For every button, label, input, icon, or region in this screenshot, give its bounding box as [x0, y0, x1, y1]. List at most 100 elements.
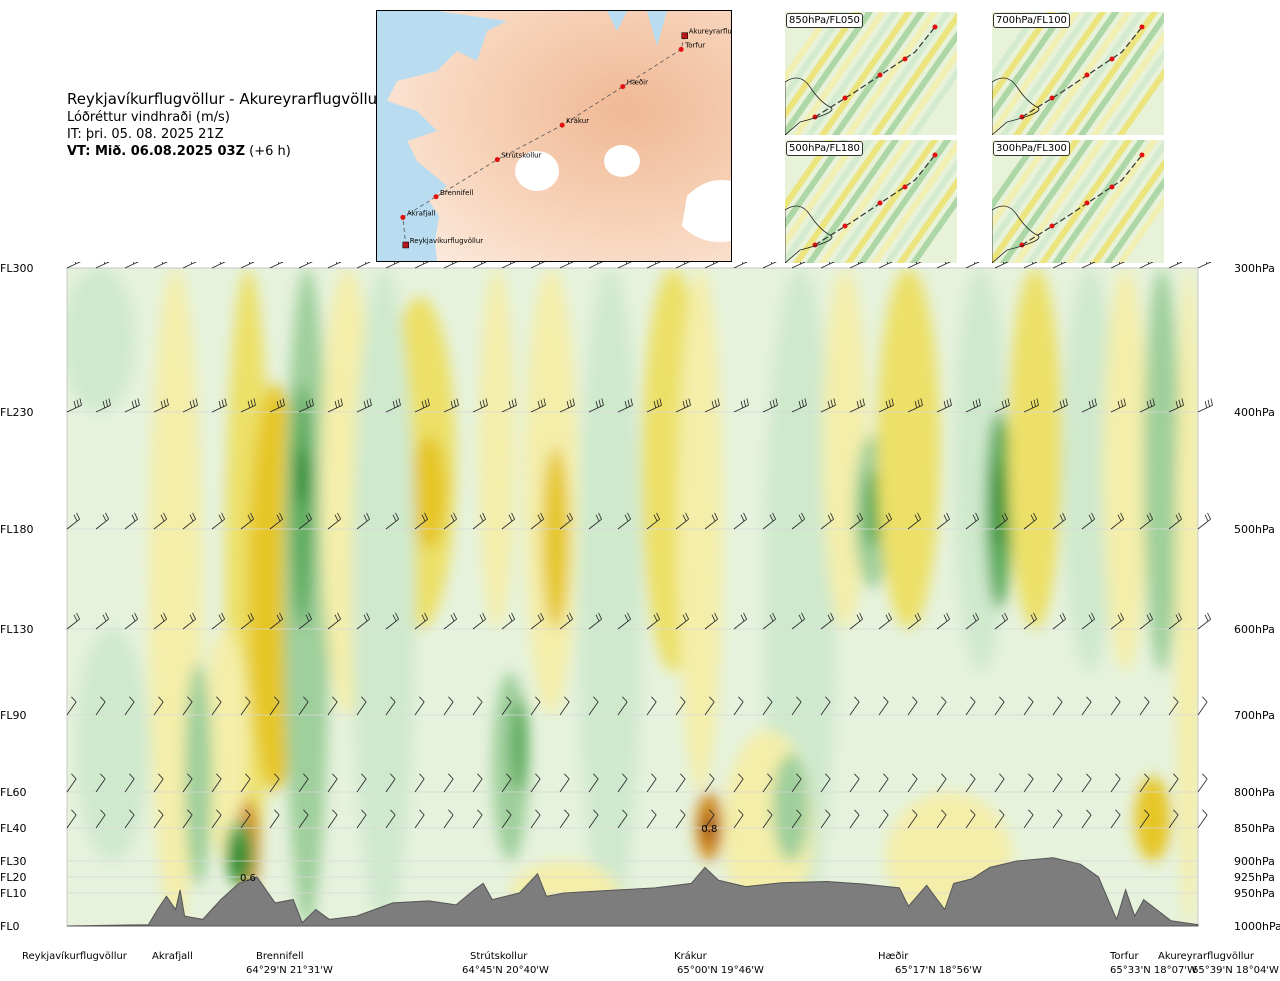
- wind-barb: [501, 512, 515, 530]
- wind-barb: [530, 512, 544, 530]
- thumb-waypoint: [902, 56, 908, 62]
- wind-barb: [733, 773, 744, 793]
- wind-barb: [936, 512, 950, 530]
- wind-barb: [240, 696, 251, 716]
- level-map-500-svg: [785, 140, 957, 263]
- wind-barb: [95, 773, 106, 793]
- wind-barb: [762, 773, 773, 793]
- wind-barb: [588, 262, 603, 269]
- wind-barb: [1110, 512, 1124, 530]
- wind-barb: [95, 612, 109, 630]
- wind-barb: [965, 809, 976, 829]
- field-blob: [876, 268, 941, 629]
- wind-barb: [1197, 262, 1212, 269]
- thumb-route: [814, 26, 936, 118]
- wind-barb: [153, 612, 167, 630]
- wind-barb: [733, 398, 749, 413]
- wind-barb: [1052, 512, 1066, 530]
- wind-barb: [211, 262, 226, 269]
- wind-barb: [617, 612, 631, 630]
- wind-barb: [704, 809, 715, 829]
- wind-barb: [1168, 398, 1184, 413]
- airport-marker: [402, 241, 409, 249]
- wind-barb: [414, 512, 428, 530]
- thumb-waypoint: [877, 72, 883, 78]
- wind-barb: [95, 398, 111, 413]
- wind-barb: [443, 612, 457, 630]
- wind-barb: [907, 398, 923, 413]
- wind-barb: [733, 262, 748, 269]
- wind-barb: [1168, 262, 1183, 269]
- wind-barb: [849, 262, 864, 269]
- wind-barb: [559, 696, 570, 716]
- thumb-waypoint: [1109, 56, 1115, 62]
- wind-barb: [66, 809, 77, 829]
- wind-barb: [907, 696, 918, 716]
- wind-barb: [530, 612, 544, 630]
- level-map-label: 700hPa/FL100: [993, 13, 1070, 28]
- location-coord: 65°00'N 19°46'W: [677, 965, 764, 976]
- wind-barb: [675, 809, 686, 829]
- wind-barb: [530, 696, 541, 716]
- wind-barb: [1197, 512, 1211, 530]
- wind-barb: [414, 262, 429, 269]
- wind-barb: [327, 773, 338, 793]
- wind-barb: [704, 262, 719, 269]
- wind-barb: [820, 809, 831, 829]
- waypoint-marker: [433, 194, 439, 200]
- wind-barb: [1139, 696, 1150, 716]
- wind-barb: [530, 262, 545, 269]
- wind-barb: [124, 612, 138, 630]
- wind-barb: [762, 809, 773, 829]
- wind-barb: [385, 809, 396, 829]
- wind-barb: [1139, 612, 1153, 630]
- wind-barb: [1052, 398, 1068, 413]
- wind-barb: [211, 773, 222, 793]
- wind-barb: [878, 512, 892, 530]
- wind-barb: [501, 398, 517, 413]
- field-blob: [1102, 268, 1149, 672]
- wind-barb: [965, 696, 976, 716]
- wind-barb: [762, 398, 778, 413]
- wind-barb: [182, 512, 196, 530]
- flight-level-label: FL10: [0, 887, 26, 900]
- wind-barb: [675, 696, 686, 716]
- field-blob: [352, 268, 416, 926]
- wind-barb: [965, 398, 981, 413]
- wind-barb: [617, 398, 633, 413]
- wind-barb: [1139, 773, 1150, 793]
- flight-level-label: FL300: [0, 262, 33, 275]
- wind-barb: [1052, 612, 1066, 630]
- location-name: Strútskollur: [470, 950, 528, 962]
- wind-barb: [95, 512, 109, 530]
- thumb-coastline: [992, 77, 1040, 135]
- wind-barb: [791, 612, 805, 630]
- wind-barb: [588, 773, 599, 793]
- field-blob: [1062, 268, 1117, 672]
- wind-barb: [153, 262, 168, 269]
- wind-barb: [414, 773, 425, 793]
- wind-barb: [414, 398, 430, 413]
- route-map: Akureyrarflugvöllur Torfur Hæðir Krákur Strú…: [376, 10, 732, 262]
- route-point-label: Torfur: [684, 41, 705, 49]
- wind-barb: [878, 696, 889, 716]
- pressure-level-label: 700hPa: [1234, 709, 1275, 722]
- thumb-waypoint: [1139, 24, 1145, 30]
- wind-barb: [762, 262, 777, 269]
- wind-barb: [588, 612, 602, 630]
- wind-barb: [878, 809, 889, 829]
- wind-barb: [1081, 773, 1092, 793]
- wind-barb: [472, 398, 488, 413]
- wind-barb: [559, 809, 570, 829]
- wind-barb: [269, 809, 280, 829]
- wind-barb: [675, 512, 689, 530]
- thumb-waypoint: [1109, 184, 1115, 190]
- wind-barb: [356, 512, 370, 530]
- location-name: Akrafjall: [152, 951, 193, 962]
- field-blob: [1143, 268, 1180, 672]
- field-blob: [202, 629, 248, 861]
- title-block: Reykjavíkurflugvöllur - Akureyrarflugvöl…: [67, 90, 383, 160]
- glacier-hofsjokull: [604, 145, 640, 177]
- wind-barb: [791, 398, 807, 413]
- wind-barb: [211, 512, 225, 530]
